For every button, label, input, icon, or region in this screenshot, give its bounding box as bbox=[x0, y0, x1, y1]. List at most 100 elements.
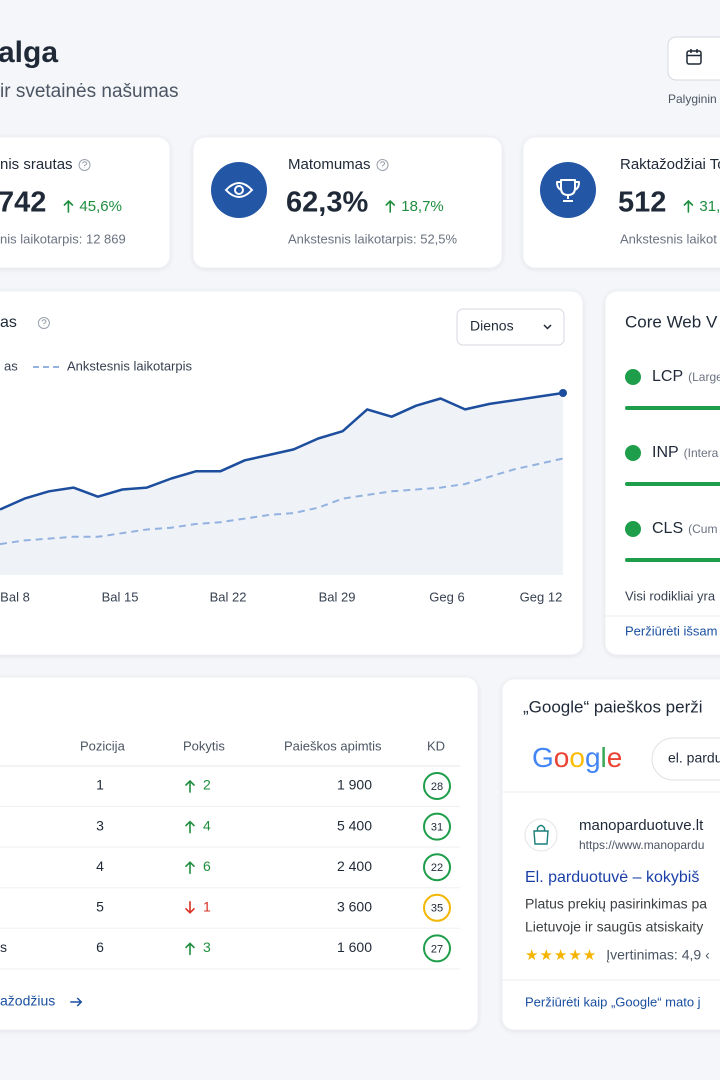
position: 6 bbox=[96, 939, 104, 955]
eye-icon bbox=[224, 182, 254, 198]
position: 3 bbox=[96, 817, 104, 833]
legend-label: Ankstesnis laikotarpis bbox=[67, 358, 192, 373]
x-tick-label: Geg 12 bbox=[520, 589, 563, 604]
position: 1 bbox=[96, 777, 104, 793]
help-icon bbox=[376, 159, 389, 171]
card bbox=[0, 136, 171, 269]
kpi-previous: Ankstesnis laikot bbox=[620, 231, 717, 246]
kd-value: 28 bbox=[431, 781, 443, 793]
trophy-icon bbox=[556, 179, 580, 202]
kd-badge bbox=[423, 812, 451, 841]
google-logo: Google bbox=[532, 742, 622, 773]
kpi-icon bbox=[211, 162, 267, 218]
position-change: 2 bbox=[203, 777, 211, 793]
date-button[interactable] bbox=[667, 36, 720, 81]
column-header: Pokytis bbox=[183, 738, 225, 753]
position-change: 6 bbox=[203, 858, 211, 874]
page-title: alga bbox=[0, 36, 58, 69]
dropdown-label[interactable]: Dienos bbox=[470, 318, 514, 334]
serp-title: „Google“ paieškos perži bbox=[523, 697, 703, 716]
calendar-icon bbox=[686, 50, 702, 65]
kpi-previous: Ankstesnis laikotarpis: 52,5% bbox=[288, 231, 458, 246]
x-tick-label: Bal 15 bbox=[102, 589, 139, 604]
site-url: https://www.manopardu bbox=[579, 838, 704, 852]
search-volume: 1 900 bbox=[337, 777, 372, 793]
period-dropdown[interactable] bbox=[456, 308, 565, 346]
result-description: Lietuvoje ir saugūs atsiskaity bbox=[525, 919, 703, 935]
arrow-up bbox=[683, 199, 694, 213]
arrow-up bbox=[63, 199, 74, 213]
vital-desc: (Intera bbox=[684, 446, 719, 460]
keyword: s bbox=[0, 939, 7, 955]
result-description: Platus prekių pasirinkimas pa bbox=[525, 896, 707, 912]
end-point bbox=[559, 389, 567, 397]
kpi-change: 45,6% bbox=[79, 198, 122, 215]
column-header: KD bbox=[427, 738, 445, 753]
arrow-down bbox=[185, 901, 195, 914]
card bbox=[0, 676, 479, 1031]
vitals-summary: Visi rodikliai yra bbox=[625, 588, 716, 603]
kpi-change: 18,7% bbox=[401, 198, 444, 215]
card bbox=[0, 290, 584, 656]
bag-icon bbox=[533, 824, 549, 845]
position-change: 4 bbox=[203, 817, 211, 833]
vital-desc: (Large bbox=[688, 370, 720, 384]
search-volume: 5 400 bbox=[337, 817, 372, 833]
kd-value: 35 bbox=[431, 903, 443, 915]
search-volume: 3 600 bbox=[337, 899, 372, 915]
status-dot bbox=[625, 369, 641, 385]
vital-name: LCP bbox=[652, 368, 683, 385]
series-line bbox=[0, 391, 564, 511]
kd-badge bbox=[423, 934, 451, 963]
arrow-up bbox=[185, 942, 195, 956]
search-volume: 1 600 bbox=[337, 939, 372, 955]
status-dot bbox=[625, 521, 641, 537]
arrow-up bbox=[185, 820, 195, 834]
calendar-icon-top bbox=[687, 49, 701, 57]
kpi-value: 62,3% bbox=[286, 187, 368, 219]
kpi-title: Raktažodžiai To bbox=[620, 156, 720, 173]
page-subtitle: ir svetainės našumas bbox=[0, 81, 178, 102]
help-icon bbox=[78, 159, 91, 171]
eye-pupil bbox=[234, 185, 244, 195]
legend-label: as bbox=[4, 358, 18, 373]
compare-caption: Palyginin bbox=[668, 92, 717, 106]
kd-value: 31 bbox=[431, 822, 443, 834]
x-tick-label: Geg 6 bbox=[429, 589, 464, 604]
kd-badge bbox=[423, 853, 451, 882]
vitals-title: Core Web V bbox=[625, 312, 718, 331]
chart-title: as bbox=[0, 314, 17, 331]
kpi-previous: nis laikotarpis: 12 869 bbox=[0, 231, 126, 246]
keywords-link[interactable]: ažodžius bbox=[0, 993, 55, 1009]
search-query[interactable]: el. parduo bbox=[668, 750, 720, 766]
help-icon-mark bbox=[41, 319, 47, 326]
x-tick-label: Bal 22 bbox=[210, 589, 247, 604]
result-headline[interactable]: El. parduotuvė – kokybiš bbox=[525, 869, 699, 886]
card bbox=[192, 136, 503, 269]
area-fill bbox=[0, 393, 563, 575]
kpi-title: Matomumas bbox=[288, 156, 371, 173]
chevron bbox=[543, 324, 552, 330]
help-icon bbox=[37, 317, 50, 329]
position-change: 1 bbox=[203, 899, 211, 915]
rating-stars: ★★★★★ bbox=[525, 947, 597, 964]
vital-desc: (Cum bbox=[688, 522, 717, 536]
serp-link[interactable]: Peržiūrėti kaip „Google“ mato j bbox=[525, 994, 701, 1009]
vital-bar bbox=[625, 558, 720, 562]
vital-name: INP bbox=[652, 444, 679, 461]
vital-bar bbox=[625, 482, 720, 486]
kpi-icon bbox=[540, 162, 596, 218]
help-icon-mark bbox=[380, 161, 386, 168]
vitals-link[interactable]: Peržiūrėti išsam bbox=[625, 623, 717, 638]
kpi-title: nis srautas bbox=[0, 156, 73, 173]
arrow-up bbox=[185, 861, 195, 874]
search-box[interactable] bbox=[651, 737, 720, 781]
kd-badge bbox=[423, 893, 451, 922]
arrow-up bbox=[185, 779, 195, 793]
arrow-up bbox=[385, 199, 396, 213]
link-arrow bbox=[70, 997, 83, 1007]
vital-name: CLS bbox=[652, 520, 683, 537]
x-tick-label: Bal 8 bbox=[0, 589, 30, 604]
